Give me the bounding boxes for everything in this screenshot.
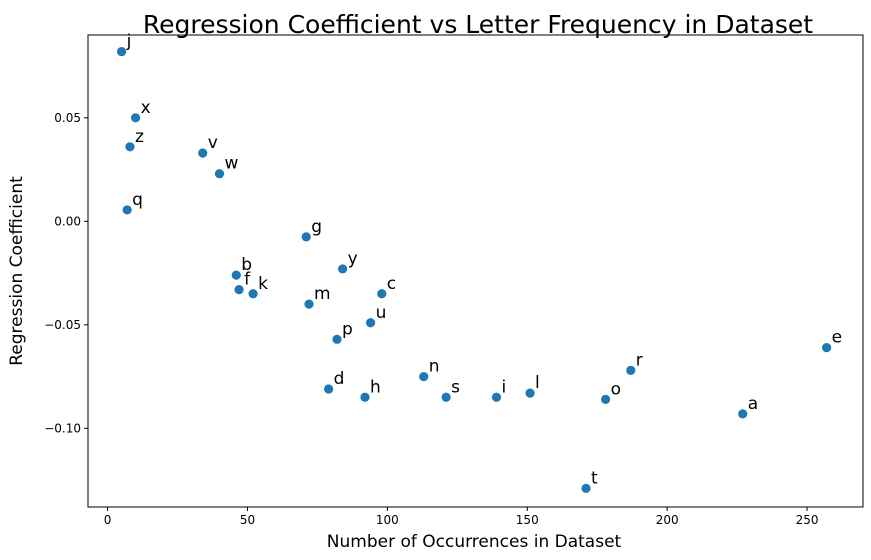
point-label: a — [748, 394, 758, 414]
data-point — [738, 409, 748, 419]
point-label: j — [126, 32, 132, 52]
plot-area — [87, 34, 864, 508]
y-tick-label: 0.05 — [54, 111, 81, 125]
point-label: h — [370, 377, 381, 397]
point-label: o — [611, 379, 621, 399]
y-axis-label: Regression Coefficient — [7, 176, 27, 366]
y-tick-label: 0.00 — [54, 214, 81, 228]
data-points: j xz q vw g bf k y c m u p d h ns i l t or a e — [116, 32, 842, 493]
data-point — [525, 388, 535, 398]
point-label: g — [311, 217, 322, 237]
data-point — [600, 394, 611, 404]
data-point — [365, 318, 376, 328]
point-label: u — [376, 303, 387, 323]
data-point — [581, 483, 591, 493]
data-point — [125, 142, 135, 152]
x-tick-label: 100 — [376, 513, 399, 527]
x-tick-label: 0 — [104, 513, 112, 527]
point-label: d — [334, 369, 345, 389]
point-label: n — [429, 357, 440, 377]
point-label: v — [208, 133, 218, 153]
point-label: m — [314, 284, 331, 304]
data-point — [301, 232, 311, 242]
point-label: r — [636, 350, 643, 370]
data-point — [324, 384, 334, 394]
x-tick-label: 150 — [516, 513, 539, 527]
point-label: w — [224, 154, 238, 174]
point-label: y — [348, 249, 358, 269]
point-label: z — [135, 127, 144, 147]
data-point — [419, 371, 429, 382]
point-label: l — [535, 373, 540, 393]
data-point — [360, 392, 370, 402]
y-tick-label: −0.05 — [44, 318, 81, 332]
x-axis-label: Number of Occurrences in Dataset — [327, 532, 622, 552]
data-point — [626, 365, 636, 375]
x-tick-label: 200 — [656, 513, 679, 527]
x-tick-label: 250 — [796, 513, 819, 527]
data-point — [304, 299, 314, 309]
point-label: c — [387, 274, 396, 294]
data-point — [248, 289, 258, 299]
data-point — [122, 205, 132, 215]
point-label: t — [591, 468, 598, 488]
data-point — [234, 285, 244, 295]
point-label: s — [451, 377, 460, 397]
data-point — [332, 334, 342, 344]
data-point — [116, 46, 127, 57]
data-point — [377, 289, 387, 299]
point-label: x — [141, 98, 151, 118]
data-point — [491, 392, 502, 402]
x-axis: 0 50 100 150 200 250 — [104, 507, 819, 527]
data-point — [338, 264, 348, 274]
data-point — [198, 148, 208, 158]
plot-frame — [87, 34, 864, 508]
chart-title: Regression Coefficient vs Letter Frequen… — [143, 10, 813, 39]
y-tick-label: −0.10 — [44, 421, 81, 435]
point-label: q — [132, 190, 143, 210]
data-point — [441, 392, 451, 402]
point-label: i — [501, 377, 506, 397]
data-point — [231, 270, 241, 280]
point-label: p — [342, 319, 353, 339]
point-label: e — [832, 328, 842, 348]
point-label: k — [258, 274, 268, 294]
data-point — [214, 169, 225, 179]
point-label: b — [241, 255, 252, 275]
data-point — [130, 113, 141, 123]
point-label: f — [244, 270, 251, 290]
y-axis: 0.05 0.00 −0.05 −0.10 — [44, 111, 88, 435]
x-tick-label: 50 — [240, 513, 255, 527]
data-point — [822, 342, 832, 353]
